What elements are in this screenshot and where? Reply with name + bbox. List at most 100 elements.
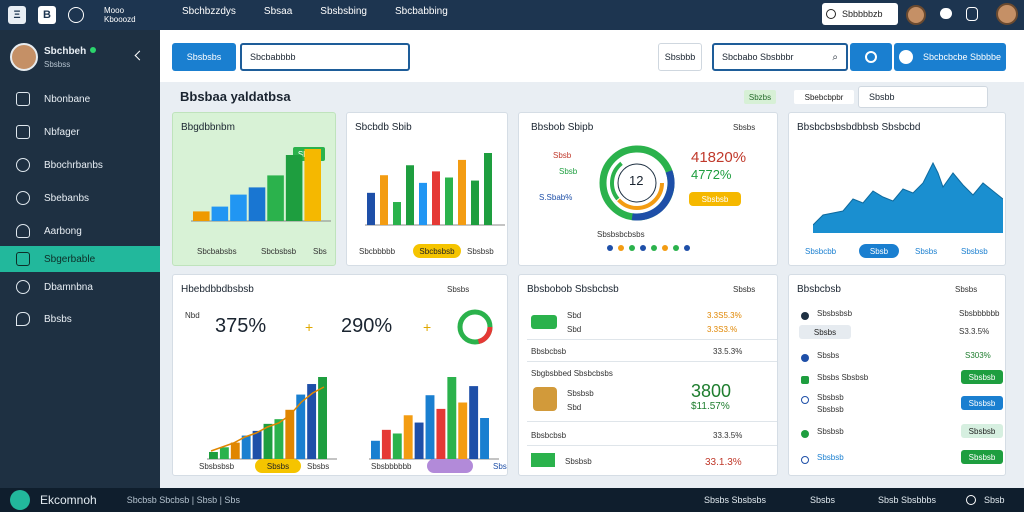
card-title: Bbsbcbsb — [797, 284, 841, 295]
settings-icon — [16, 158, 30, 172]
footer-link-2[interactable]: Sbsbs — [810, 495, 836, 505]
bar — [367, 192, 375, 225]
card-footer-4: Sbsbbbbbb — [371, 462, 412, 471]
divider — [527, 339, 777, 340]
nav-item-home[interactable]: Mooo Kbooozd — [104, 6, 136, 24]
sidebar-item-2[interactable]: Bbochrbanbs — [0, 152, 160, 178]
sidebar: Sbchbeh Sbsbss Nbonbane Nbfager Bbochrba… — [0, 30, 160, 488]
cta-button[interactable]: Sbcbcbcbe Sbbbbe — [894, 43, 1006, 71]
user-icon — [16, 224, 30, 238]
card-title: Bbsbob Sbipb — [531, 122, 594, 133]
row-value: 33.1.3% — [705, 457, 742, 468]
bar-chart — [191, 149, 331, 222]
sidebar-item-7[interactable]: Bbsbs — [0, 306, 160, 332]
bar — [248, 187, 266, 221]
top-bar: Ξ B Mooo Kbooozd Sbchbzzdys Sbsaa Sbsbsb… — [0, 0, 1024, 30]
bar — [381, 429, 391, 459]
secondary-select[interactable]: Sbsbb — [858, 86, 988, 108]
bar — [230, 194, 247, 221]
row-pill[interactable]: Sbsbs — [799, 325, 851, 339]
card-footer-3: Sbsbs — [915, 247, 938, 256]
sidebar-item-4[interactable]: Aarbong — [0, 218, 160, 244]
card-label: Nbd — [185, 311, 200, 320]
money-icon — [531, 315, 557, 329]
app-logo-icon[interactable]: Ξ — [8, 6, 26, 24]
chat-icon[interactable] — [940, 8, 952, 19]
nav-item-1[interactable]: Sbchbzzdys — [182, 6, 236, 17]
row-label: Sbgbsbbed Sbsbcbsbs — [531, 369, 613, 378]
row-sub: Sbsbsb — [817, 405, 844, 414]
brand-icon — [10, 490, 30, 510]
row-label: Sbsbsb — [817, 393, 844, 402]
sidebar-item-3[interactable]: Sbebanbs — [0, 185, 160, 211]
nav-item-4[interactable]: Sbcbabbing — [394, 6, 448, 17]
database-icon[interactable] — [966, 7, 978, 21]
coins-icon — [533, 387, 557, 411]
bar — [230, 442, 240, 459]
view-select[interactable]: Sbebcbpbr — [794, 90, 854, 104]
toolbar-input[interactable]: Sbcbabbbb — [240, 43, 410, 71]
card-menu[interactable]: Sbsbs — [955, 285, 978, 294]
legend-label: Sbsbsbcbsbs — [597, 230, 645, 239]
bar — [318, 377, 327, 459]
bar — [414, 422, 424, 459]
status-dot — [801, 376, 809, 384]
card-menu[interactable]: Sbsbs — [447, 285, 470, 294]
user-avatar[interactable] — [906, 5, 926, 25]
top-search-input[interactable]: Sbbbbbzb — [822, 3, 898, 25]
card-footer-5: Sbs — [493, 462, 507, 471]
collapse-chevron-icon[interactable] — [134, 50, 145, 61]
row-pill[interactable]: Sbsbsb — [961, 370, 1003, 384]
nav-item-3[interactable]: Sbsbsbing — [320, 6, 367, 17]
sidebar-avatar[interactable] — [10, 43, 38, 71]
gear-icon — [865, 51, 877, 63]
main-content: Sbsbsbs Sbcbabbbb Sbsbbb Sbcbabo Sbsbbbr… — [160, 30, 1024, 488]
card-footer-pill[interactable]: Sbsb — [859, 244, 899, 258]
bar-chart — [365, 153, 505, 226]
row-label: Sbsbs — [817, 351, 840, 360]
footer-link-1[interactable]: Sbsbs Sbsbsbs — [704, 495, 767, 505]
card-title: Bbsbcbsbsbdbbsb Sbsbcbd — [797, 122, 921, 133]
globe-icon[interactable] — [68, 7, 84, 23]
bar — [307, 384, 317, 459]
card-footer-3: Sbs — [313, 247, 327, 256]
search-field[interactable]: Sbcbabo Sbsbbbr ⌕ — [712, 43, 848, 71]
footer-link-4[interactable]: Sbsb — [984, 495, 1005, 505]
sidebar-item-1[interactable]: Nbfager — [0, 119, 160, 145]
brand-logo-icon[interactable]: B — [38, 6, 56, 24]
message-icon — [16, 312, 30, 326]
layers-icon — [16, 92, 30, 106]
sidebar-item-5[interactable]: Sbgerbable — [0, 246, 160, 272]
card-footer-3: Sbsbs — [307, 462, 330, 471]
status-dot — [801, 430, 809, 438]
row-pill[interactable]: Sbsbsb — [961, 424, 1003, 438]
status-badge: Sbzbs — [744, 90, 776, 104]
bar — [296, 394, 306, 459]
bar — [445, 177, 453, 225]
area-chart — [813, 161, 1003, 233]
card-button[interactable]: Sbsbsb — [689, 192, 741, 206]
primary-button[interactable]: Sbsbsbs — [172, 43, 236, 71]
footer-link-3[interactable]: Sbsb Sbsbbbs — [878, 495, 937, 505]
bar — [419, 182, 427, 225]
gear-icon[interactable] — [966, 495, 976, 505]
card-menu[interactable]: Sbsbs — [733, 123, 756, 132]
settings-button[interactable] — [850, 43, 892, 71]
nav-item-2[interactable]: Sbsaa — [263, 6, 293, 17]
row-value: Sbsbbbbbb — [959, 309, 1000, 318]
sidebar-item-0[interactable]: Nbonbane — [0, 86, 160, 112]
online-status-dot — [90, 47, 96, 53]
status-dot — [801, 312, 809, 320]
row-pill[interactable]: Sbsbsb — [961, 450, 1003, 464]
filter-button[interactable]: Sbsbbb — [658, 43, 702, 71]
row-label: Sbsbsbsb — [817, 309, 853, 318]
status-dot — [801, 456, 809, 464]
bar — [403, 415, 413, 459]
profile-avatar[interactable] — [996, 3, 1018, 25]
row-label: Sbsbsb — [817, 427, 844, 436]
row-pill[interactable]: Sbsbsb — [961, 396, 1003, 410]
card-menu[interactable]: Sbsbs — [733, 285, 756, 294]
sidebar-item-6[interactable]: Dbamnbna — [0, 274, 160, 300]
stat-1: Sbsb — [553, 151, 572, 160]
bar — [458, 159, 466, 225]
